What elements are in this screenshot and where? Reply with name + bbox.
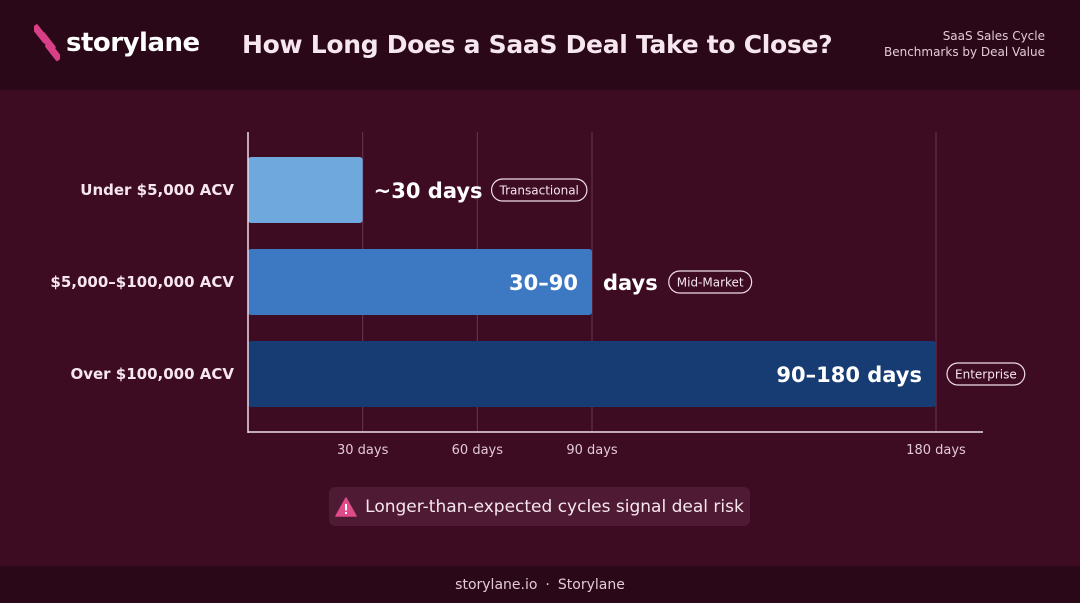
subtitle-line-1: SaaS Sales Cycle — [942, 29, 1045, 43]
brand-name: storylane — [66, 28, 200, 58]
footer: storylane.io · Storylane — [0, 566, 1080, 603]
risk-alert: Longer-than-expected cycles signal deal … — [329, 487, 750, 526]
x-tick-label: 30 days — [337, 443, 389, 458]
bar — [248, 249, 592, 315]
alert-text: Longer-than-expected cycles signal deal … — [365, 496, 744, 517]
tier-badge-label: Mid-Market — [677, 276, 744, 290]
bar — [248, 157, 363, 223]
tier-badge-label: Transactional — [499, 184, 579, 198]
bar — [248, 341, 936, 407]
footer-site-link[interactable]: storylane.io — [455, 576, 538, 593]
x-tick-label: 90 days — [566, 443, 618, 458]
value-label: ~30 days — [374, 179, 483, 203]
warning-triangle-icon — [335, 496, 357, 517]
value-label: 30–90 — [509, 271, 578, 295]
category-label: $5,000–$100,000 ACV — [50, 273, 234, 291]
tier-badge — [668, 270, 753, 294]
value-label-suffix: days — [603, 271, 658, 295]
footer-brand: Storylane — [557, 576, 625, 593]
subtitle-line-2: Benchmarks by Deal Value — [883, 45, 1045, 59]
footer-separator: · — [545, 576, 550, 593]
header: storylane How Long Does a SaaS Deal Take… — [0, 0, 1080, 90]
storylane-logo-icon — [34, 24, 60, 62]
x-tick-label: 60 days — [452, 443, 504, 458]
category-label: Over $100,000 ACV — [70, 365, 234, 383]
chart-area-background — [0, 90, 1080, 566]
tier-badge — [490, 178, 588, 202]
brand-logo[interactable]: storylane — [34, 22, 200, 64]
value-label: 90–180 days — [776, 363, 922, 387]
tier-badge-label: Enterprise — [955, 368, 1017, 382]
category-label: Under $5,000 ACV — [80, 181, 234, 199]
bar-chart: Under $5,000 ACV $5,000–$100,000 ACV Over … — [50, 132, 1026, 458]
page-title: How Long Does a SaaS Deal Take to Close? — [242, 30, 833, 59]
chart-subtitle: SaaS Sales Cycle Benchmarks by Deal Valu… — [884, 28, 1045, 60]
x-tick-label: 180 days — [906, 443, 966, 458]
tier-badge — [946, 362, 1026, 386]
